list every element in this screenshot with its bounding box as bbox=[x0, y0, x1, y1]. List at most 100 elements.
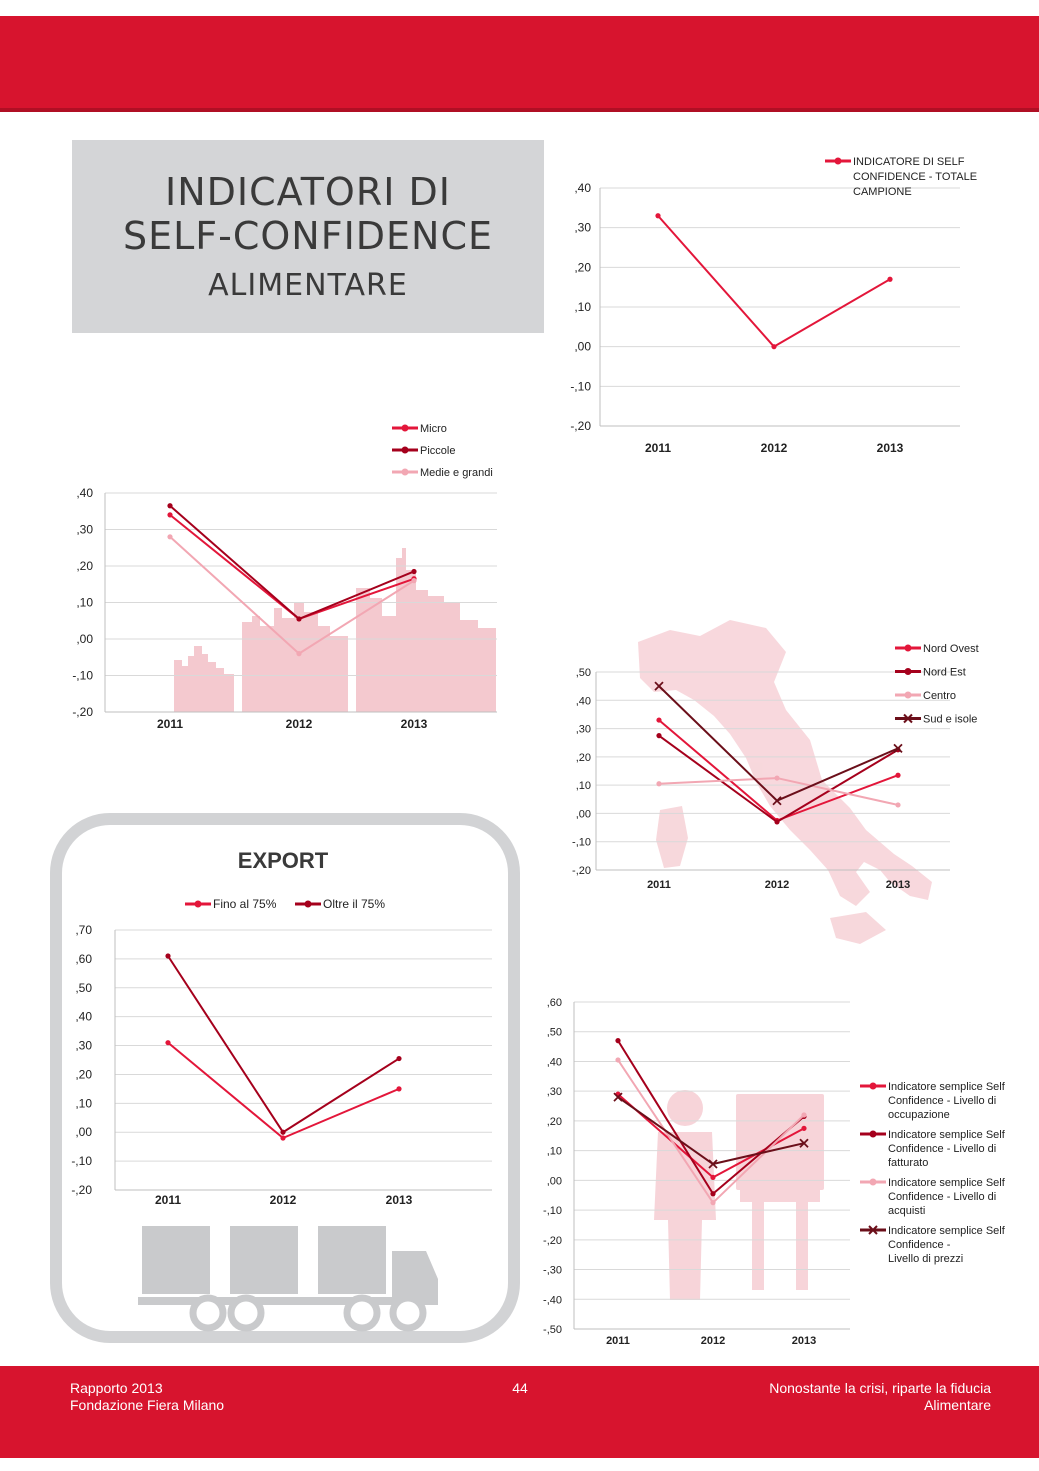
y-tick-label: -,20 bbox=[71, 1183, 92, 1197]
y-tick-label: -,20 bbox=[570, 419, 591, 433]
chart-totale-plot: ,40 ,30 ,20 ,10 ,00 -,10 -,20 2011 2012 2013 INDIC… bbox=[570, 156, 977, 455]
y-tick-label: ,50 bbox=[75, 981, 92, 995]
y-tick-label: ,70 bbox=[75, 923, 92, 937]
series-marker-dot bbox=[710, 1191, 716, 1197]
legend-label: acquisti bbox=[888, 1205, 925, 1217]
marker-stroke bbox=[893, 743, 903, 754]
chart-legend: Micro Piccole Medie e grandi bbox=[392, 423, 493, 479]
y-tick-label: -,20 bbox=[543, 1235, 562, 1247]
y-tick-label: ,60 bbox=[547, 997, 562, 1009]
series-marker-dot bbox=[887, 276, 893, 282]
city-skyline-background bbox=[174, 548, 496, 712]
truck-icon bbox=[138, 1226, 438, 1332]
series-marker-x bbox=[613, 1092, 623, 1102]
y-tick-label: -,10 bbox=[570, 379, 591, 393]
legend-swatch-dot bbox=[304, 900, 312, 908]
page-title-line2: SELF-CONFIDENCE bbox=[122, 214, 494, 258]
y-tick-label: -,10 bbox=[71, 1154, 92, 1168]
series-line-1 bbox=[657, 215, 891, 348]
chart-legend: Indicatore semplice Self Confidence - Liv… bbox=[860, 1081, 1006, 1265]
x-tick-label: 2012 bbox=[701, 1335, 725, 1347]
x-tick-label: 2013 bbox=[401, 717, 428, 731]
series-marker-x bbox=[893, 743, 903, 754]
legend-swatch-dot bbox=[904, 691, 912, 699]
series-marker-dot bbox=[411, 568, 417, 575]
chart-legend: Nord Ovest Nord Est Centro Sud e isole bbox=[895, 643, 979, 726]
y-tick-label: ,20 bbox=[547, 1116, 562, 1128]
x-tick-label: 2011 bbox=[645, 441, 671, 455]
legend-label: Oltre il 75% bbox=[323, 897, 385, 911]
legend-swatch-dot bbox=[869, 1082, 877, 1090]
series-line-2 bbox=[167, 955, 400, 1134]
series-marker-dot bbox=[771, 344, 777, 350]
y-tick-label: ,20 bbox=[574, 260, 591, 274]
x-tick-label: 2011 bbox=[647, 879, 671, 891]
y-tick-label: ,30 bbox=[574, 221, 591, 235]
y-tick-label: ,00 bbox=[576, 808, 591, 820]
legend-swatch-dot bbox=[904, 668, 912, 675]
series-marker-dot bbox=[801, 1112, 807, 1118]
legend-label: CONFIDENCE - TOTALE bbox=[853, 171, 977, 183]
legend-label: Confidence - bbox=[888, 1239, 951, 1251]
chart-legend: INDICATORE DI SELF CONFIDENCE - TOTALE CAM… bbox=[825, 156, 977, 198]
series-marker-dot bbox=[167, 503, 173, 509]
series-marker-dot bbox=[396, 1055, 402, 1062]
legend-swatch-dot bbox=[904, 644, 912, 652]
legend-label: Confidence - Livello di bbox=[888, 1191, 996, 1203]
series-marker-dot bbox=[801, 1125, 807, 1131]
y-tick-label: ,10 bbox=[547, 1146, 562, 1158]
y-tick-label: ,40 bbox=[574, 181, 591, 195]
marker-stroke bbox=[772, 796, 782, 806]
chart-export-plot: ,70 ,60 ,50 ,40 ,30 ,20 ,10 ,00 -,10 -,20 2011 2012… bbox=[71, 848, 492, 1207]
legend-label: Livello di prezzi bbox=[888, 1253, 963, 1265]
x-tick-label: 2011 bbox=[157, 717, 183, 731]
series-marker-dot bbox=[710, 1200, 716, 1206]
chart-dimensione-plot: ,40 ,30 ,20 ,10 ,00 -,10 -,20 2011 2012 2013 Micro… bbox=[72, 423, 497, 731]
chart-semplici: ,60 ,50 ,40 ,30 ,20 ,10 ,00 -,10 -,20 -,30 -,40 -,5… bbox=[543, 997, 1006, 1347]
series-marker-dot bbox=[296, 616, 302, 622]
series-marker-dot bbox=[615, 1057, 621, 1063]
series-marker-dot bbox=[656, 717, 662, 723]
legend-label: CAMPIONE bbox=[853, 186, 912, 198]
chart-legend: Fino al 75% Oltre il 75% bbox=[185, 897, 385, 911]
legend-label: Indicatore semplice Self bbox=[888, 1225, 1006, 1237]
series-marker-dot bbox=[656, 733, 662, 739]
y-tick-label: -,10 bbox=[72, 669, 93, 683]
marker-stroke bbox=[708, 1159, 718, 1169]
series-marker-dot bbox=[895, 802, 901, 808]
footer-organization: Fondazione Fiera Milano bbox=[70, 1397, 225, 1413]
x-tick-label: 2011 bbox=[606, 1335, 630, 1347]
x-tick-label: 2013 bbox=[386, 1193, 413, 1207]
series-marker-dot bbox=[396, 1086, 402, 1092]
y-tick-label: ,40 bbox=[76, 486, 93, 500]
series-marker-dot bbox=[280, 1135, 286, 1141]
chart-export: ,70 ,60 ,50 ,40 ,30 ,20 ,10 ,00 -,10 -,20 2011 2012… bbox=[71, 848, 492, 1332]
footer-band bbox=[0, 1366, 1039, 1458]
y-tick-label: ,20 bbox=[76, 559, 93, 573]
chart-totale: ,40 ,30 ,20 ,10 ,00 -,10 -,20 2011 2012 2013 INDIC… bbox=[570, 156, 977, 455]
y-tick-label: ,10 bbox=[76, 596, 93, 610]
legend-label: Micro bbox=[420, 423, 447, 435]
series-marker-dot bbox=[895, 772, 901, 778]
x-tick-label: 2011 bbox=[155, 1193, 181, 1207]
y-tick-label: ,50 bbox=[547, 1027, 562, 1039]
italy-map-background bbox=[638, 620, 932, 944]
legend-swatch-dot bbox=[401, 446, 409, 454]
legend-label: Nord Ovest bbox=[923, 643, 979, 655]
y-tick-label: -,50 bbox=[543, 1324, 562, 1336]
y-tick-label: ,30 bbox=[576, 724, 591, 736]
y-tick-label: -,20 bbox=[572, 865, 591, 877]
legend-swatch-dot bbox=[401, 424, 409, 432]
title-box: INDICATORI DI SELF-CONFIDENCE ALIMENTARE bbox=[72, 140, 544, 333]
legend-label: Centro bbox=[923, 690, 956, 702]
y-tick-label: ,30 bbox=[76, 523, 93, 537]
x-tick-label: 2012 bbox=[765, 879, 789, 891]
footer-left: Rapporto 2013 Fondazione Fiera Milano bbox=[70, 1380, 224, 1414]
series-marker-dot bbox=[280, 1129, 286, 1135]
series-marker-dot bbox=[167, 534, 173, 540]
chart-title: EXPORT bbox=[238, 848, 329, 873]
header-band bbox=[0, 16, 1039, 112]
legend-label: occupazione bbox=[888, 1109, 950, 1121]
page-title-line3: ALIMENTARE bbox=[208, 268, 408, 303]
legend-label: Fino al 75% bbox=[213, 897, 277, 911]
